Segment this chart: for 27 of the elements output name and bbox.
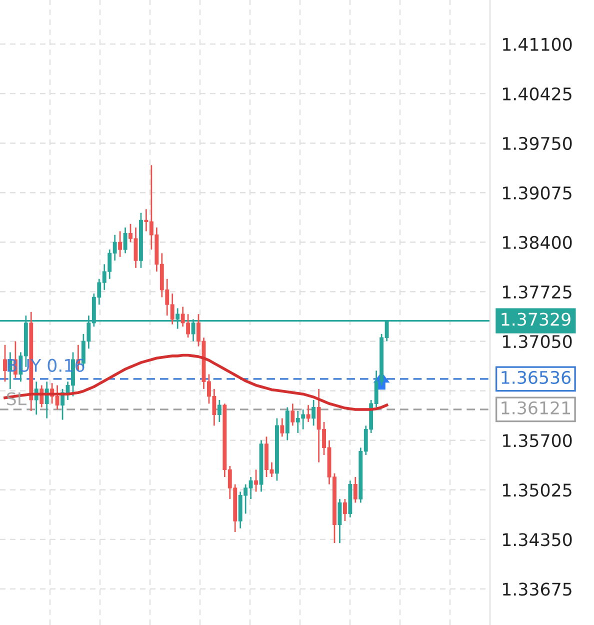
y-tick-label: 1.40425	[503, 87, 572, 100]
y-tick-label: 1.35700	[503, 434, 572, 448]
y-tick-label: 1.39750	[503, 136, 572, 150]
y-tick-label: 1.33675	[503, 582, 572, 596]
ref-line-label: 1.37329	[502, 312, 570, 326]
candlestick	[342, 498, 347, 522]
y-tick-label: 1.35025	[503, 484, 572, 497]
line-series	[4, 354, 388, 411]
candlestick	[353, 476, 358, 504]
candlestick	[217, 399, 222, 423]
candlestick	[280, 418, 284, 438]
y-tick-label: 1.41100	[503, 38, 572, 51]
ref-line-label: 1.36536	[502, 370, 570, 384]
candlestick	[123, 226, 128, 254]
candlestick	[254, 468, 258, 492]
candlestick	[118, 230, 122, 258]
y-tick-label: 1.38400	[503, 236, 572, 250]
candlestick	[290, 402, 295, 426]
candlestick	[306, 404, 310, 423]
y-tick-label: 1.37050	[503, 334, 572, 348]
y-tick-label: 1.39075	[503, 186, 572, 200]
y-tick-label: 1.37725	[503, 285, 572, 299]
ref-line-label: 1.36121	[502, 401, 570, 414]
candlestick	[312, 399, 316, 426]
candlestick	[3, 344, 7, 382]
y-tick-label: 1.34350	[503, 533, 572, 546]
candlestick	[285, 406, 290, 442]
